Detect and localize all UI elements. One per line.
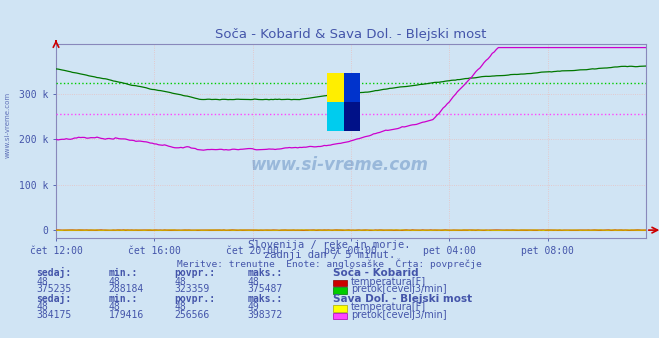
Text: 323359: 323359 [175,284,210,294]
Text: povpr.:: povpr.: [175,294,215,304]
Bar [343,73,360,102]
Text: sedaj:: sedaj: [36,293,71,304]
Text: www.si-vreme.com: www.si-vreme.com [250,156,428,174]
Text: Sava Dol. - Blejski most: Sava Dol. - Blejski most [333,294,472,304]
Text: povpr.:: povpr.: [175,268,215,279]
Text: Slovenija / reke in morje.: Slovenija / reke in morje. [248,240,411,250]
Text: maks.:: maks.: [247,268,282,279]
Bar [328,102,343,131]
Text: 48: 48 [36,276,48,287]
Text: min.:: min.: [109,268,138,279]
Bar [328,73,343,102]
Bar [343,102,360,131]
Text: sedaj:: sedaj: [36,267,71,279]
Text: 48: 48 [247,276,259,287]
Text: 375235: 375235 [36,284,71,294]
Text: 398372: 398372 [247,310,282,320]
Text: 384175: 384175 [36,310,71,320]
Text: pretok[čevelj3/min]: pretok[čevelj3/min] [351,284,447,294]
Text: 48: 48 [36,302,48,312]
Text: www.si-vreme.com: www.si-vreme.com [5,92,11,158]
Text: 256566: 256566 [175,310,210,320]
Text: 48: 48 [109,276,121,287]
Text: 48: 48 [175,302,186,312]
Text: 48: 48 [175,276,186,287]
Text: 49: 49 [247,302,259,312]
Text: 179416: 179416 [109,310,144,320]
Text: maks.:: maks.: [247,294,282,304]
Text: temperatura[F]: temperatura[F] [351,276,426,287]
Text: min.:: min.: [109,294,138,304]
Title: Soča - Kobarid & Sava Dol. - Blejski most: Soča - Kobarid & Sava Dol. - Blejski mos… [215,28,486,41]
Text: zadnji dan / 5 minut.: zadnji dan / 5 minut. [264,249,395,260]
Text: pretok[čevelj3/min]: pretok[čevelj3/min] [351,309,447,320]
Text: 375487: 375487 [247,284,282,294]
Text: 288184: 288184 [109,284,144,294]
Text: temperatura[F]: temperatura[F] [351,302,426,312]
Text: Soča - Kobarid: Soča - Kobarid [333,268,418,279]
Text: Meritve: trenutne  Enote: anglosaške  Črta: povprečje: Meritve: trenutne Enote: anglosaške Črta… [177,258,482,269]
Text: 48: 48 [109,302,121,312]
